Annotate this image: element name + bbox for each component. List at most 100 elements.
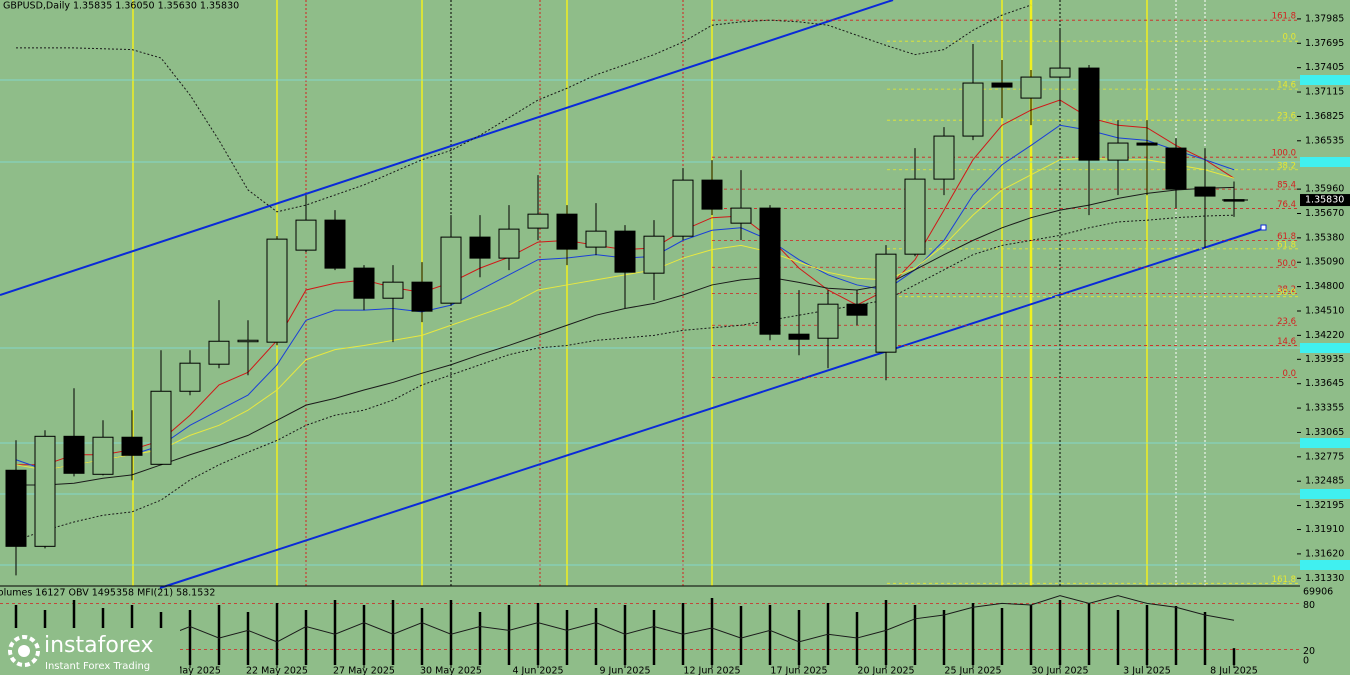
candle-body bbox=[672, 179, 694, 237]
overlay-line bbox=[15, 214, 1235, 541]
candle-body bbox=[92, 436, 114, 475]
x-tick-label: 12 Jun 2025 bbox=[683, 666, 740, 675]
x-tick-label: 27 May 2025 bbox=[333, 666, 395, 675]
candle-body bbox=[382, 281, 404, 299]
fib-label: 14.6 bbox=[1277, 337, 1296, 347]
level-box bbox=[1300, 560, 1350, 570]
x-tick-label: 30 May 2025 bbox=[420, 666, 482, 675]
candle-body bbox=[962, 82, 984, 137]
channel bbox=[0, 0, 1267, 589]
fib-label: 0.0 bbox=[1282, 369, 1296, 379]
level-box bbox=[1300, 489, 1350, 499]
y-tick-label: 1.32195 bbox=[1305, 500, 1344, 511]
channel-line bbox=[0, 0, 894, 296]
logo: instaforex Instant Forex Trading bbox=[0, 628, 180, 675]
logo-icon bbox=[8, 635, 40, 667]
candle-body bbox=[266, 238, 288, 343]
logo-tagline: Instant Forex Trading bbox=[45, 661, 150, 672]
candle-body bbox=[1078, 67, 1100, 161]
x-tick-label: 4 Jun 2025 bbox=[512, 666, 563, 675]
fib-label: 50.0 bbox=[1277, 259, 1296, 269]
candle-body bbox=[5, 469, 27, 547]
chart-title: GBPUSD,Daily 1.35835 1.36050 1.35630 1.3… bbox=[3, 1, 239, 12]
y-tick-label: 1.34510 bbox=[1305, 305, 1344, 316]
candle-body bbox=[759, 207, 781, 335]
level-box bbox=[1300, 75, 1350, 85]
candle-body bbox=[788, 333, 810, 340]
y-tick-label: 1.31910 bbox=[1305, 524, 1344, 535]
overlay-line bbox=[16, 4, 1032, 213]
candle-body bbox=[324, 219, 346, 269]
candle-body bbox=[643, 235, 665, 274]
candle-body bbox=[991, 82, 1013, 88]
fib-label: 61.8 bbox=[1277, 240, 1296, 250]
mfi-tick-label: 0 bbox=[1303, 656, 1309, 667]
fib-label: 61.8 bbox=[1277, 232, 1296, 242]
candle-body bbox=[933, 135, 955, 180]
y-tick-label: 1.37405 bbox=[1305, 62, 1344, 73]
y-tick-label: 1.33645 bbox=[1305, 378, 1344, 389]
y-tick-label: 1.35090 bbox=[1305, 257, 1344, 268]
channel-line bbox=[159, 227, 1266, 589]
level-box bbox=[1300, 438, 1350, 448]
candle-body bbox=[237, 339, 259, 343]
y-tick-label: 1.33355 bbox=[1305, 403, 1344, 414]
y-tick-label: 1.32775 bbox=[1305, 451, 1344, 462]
candle-body bbox=[150, 390, 172, 465]
candle-body bbox=[701, 179, 723, 210]
y-tick-label: 1.31620 bbox=[1305, 548, 1344, 559]
candle-body bbox=[469, 236, 491, 259]
x-tick-label: 8 Jul 2025 bbox=[1210, 666, 1258, 675]
y-tick-label: 1.34800 bbox=[1305, 281, 1344, 292]
candle-body bbox=[1049, 67, 1071, 78]
candle-body bbox=[1020, 76, 1042, 99]
fib-label: 161.8 bbox=[1272, 12, 1296, 22]
candle-body bbox=[904, 178, 926, 255]
x-tick-label: 9 Jun 2025 bbox=[599, 666, 650, 675]
fib-label: 50.0 bbox=[1277, 288, 1296, 298]
fib-label: 76.4 bbox=[1277, 200, 1296, 210]
fib-label: 38.2 bbox=[1277, 161, 1296, 171]
candle-body bbox=[34, 435, 56, 547]
candle-body bbox=[121, 436, 143, 456]
candle-body bbox=[411, 281, 433, 312]
fib-label: 14.6 bbox=[1277, 81, 1296, 91]
y-tick-label: 1.33935 bbox=[1305, 354, 1344, 365]
x-tick-label: 30 Jun 2025 bbox=[1031, 666, 1088, 675]
candle-body bbox=[208, 340, 230, 365]
candle-body bbox=[1136, 142, 1158, 146]
logo-name: instaforex bbox=[44, 633, 154, 658]
channel-handle bbox=[1260, 224, 1267, 231]
candle-body bbox=[1107, 142, 1129, 161]
logo-backdrop bbox=[0, 628, 180, 675]
y-tick-label: 1.33065 bbox=[1305, 427, 1344, 438]
x-tick-label: 19 May 2025 bbox=[159, 666, 221, 675]
indicator-label: Volumes 16127 OBV 1495358 MFI(21) 58.153… bbox=[0, 588, 215, 599]
y-tick-label: 1.37985 bbox=[1305, 13, 1344, 24]
x-tick-label: 25 Jun 2025 bbox=[944, 666, 1001, 675]
fib-label: 0.0 bbox=[1282, 33, 1296, 43]
last-price-label: 1.35830 bbox=[1305, 195, 1344, 206]
x-tick-label: 20 Jun 2025 bbox=[857, 666, 914, 675]
y-tick-label: 1.35960 bbox=[1305, 184, 1344, 195]
y-tick-label: 1.37695 bbox=[1305, 38, 1344, 49]
candle-body bbox=[498, 228, 520, 259]
candle-body bbox=[295, 219, 317, 251]
candle-body bbox=[585, 230, 607, 248]
y-tick-label: 1.36535 bbox=[1305, 135, 1344, 146]
candle-body bbox=[846, 303, 868, 316]
candle-body bbox=[875, 253, 897, 353]
candle-body bbox=[1194, 186, 1216, 197]
fib-label: 38.2 bbox=[1277, 285, 1296, 295]
candle-body bbox=[440, 236, 462, 304]
candle-body bbox=[614, 230, 636, 273]
x-tick-label: 3 Jul 2025 bbox=[1123, 666, 1171, 675]
y-tick-label: 1.32485 bbox=[1305, 476, 1344, 487]
candle-body bbox=[730, 207, 752, 224]
candle-body bbox=[179, 362, 201, 392]
y-tick-label: 1.36825 bbox=[1305, 111, 1344, 122]
y-tick-label: 1.31330 bbox=[1305, 573, 1344, 584]
